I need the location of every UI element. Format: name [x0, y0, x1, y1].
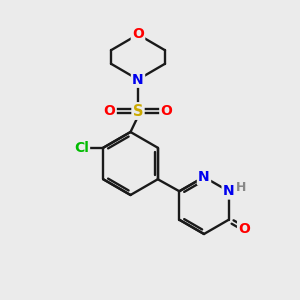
Text: Cl: Cl — [74, 141, 89, 155]
Text: O: O — [132, 28, 144, 41]
Text: O: O — [160, 104, 172, 118]
Text: O: O — [238, 222, 250, 236]
Text: N: N — [223, 184, 235, 198]
Text: N: N — [132, 73, 144, 86]
Text: H: H — [236, 181, 247, 194]
Text: N: N — [198, 170, 210, 184]
Text: O: O — [103, 104, 116, 118]
Text: S: S — [133, 103, 143, 118]
